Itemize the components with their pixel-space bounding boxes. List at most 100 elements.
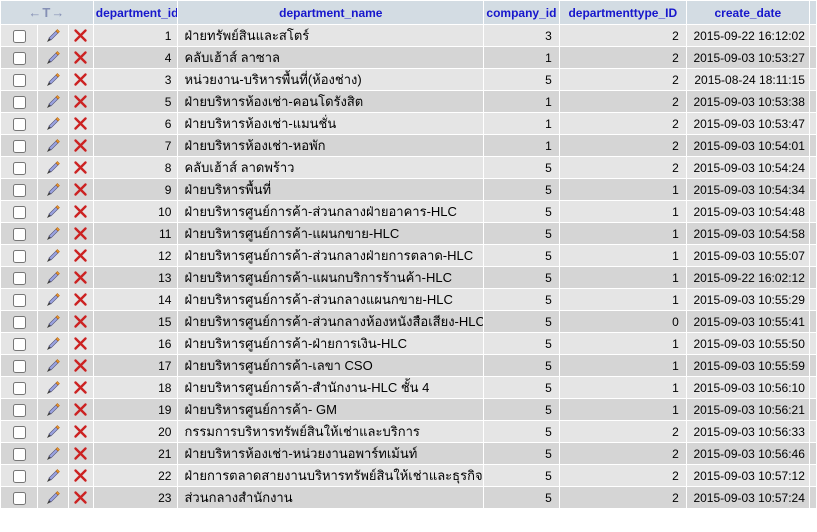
pencil-icon[interactable] bbox=[45, 292, 61, 308]
red-x-icon[interactable] bbox=[73, 204, 89, 220]
edit-cell bbox=[38, 443, 68, 464]
department-id-cell: 18 bbox=[93, 377, 178, 398]
pencil-icon[interactable] bbox=[45, 28, 61, 44]
pencil-icon[interactable] bbox=[45, 226, 61, 242]
pencil-icon[interactable] bbox=[45, 402, 61, 418]
red-x-icon[interactable] bbox=[73, 336, 89, 352]
edit-cell bbox=[38, 223, 68, 244]
red-x-icon[interactable] bbox=[73, 468, 89, 484]
department-name-cell: ฝ่ายบริหารศูนย์การค้า-ส่วนกลางฝ่ายการตลา… bbox=[178, 245, 484, 266]
pencil-icon[interactable] bbox=[45, 358, 61, 374]
pencil-icon[interactable] bbox=[45, 336, 61, 352]
red-x-icon[interactable] bbox=[73, 402, 89, 418]
delete-cell bbox=[68, 311, 93, 332]
row-checkbox[interactable] bbox=[12, 73, 26, 87]
pencil-icon[interactable] bbox=[45, 424, 61, 440]
pencil-icon[interactable] bbox=[45, 490, 61, 506]
department-name-cell: ฝ่ายบริหารพื้นที่ bbox=[178, 179, 484, 200]
row-checkbox[interactable] bbox=[12, 271, 26, 285]
company-id-cell: 1 bbox=[484, 47, 559, 68]
column-header-departmenttype-id[interactable]: departmenttype_ID bbox=[559, 1, 686, 24]
red-x-icon[interactable] bbox=[73, 116, 89, 132]
edit-cell bbox=[38, 135, 68, 156]
pencil-icon[interactable] bbox=[45, 380, 61, 396]
row-checkbox[interactable] bbox=[12, 51, 26, 65]
column-header-create-date[interactable]: create_date bbox=[686, 1, 809, 24]
row-checkbox[interactable] bbox=[12, 249, 26, 263]
pencil-icon[interactable] bbox=[45, 50, 61, 66]
department-name-cell: ฝ่ายการตลาดสายงานบริหารทรัพย์สินให้เช่าแ… bbox=[178, 465, 484, 486]
row-checkbox[interactable] bbox=[12, 491, 26, 505]
pencil-icon[interactable] bbox=[45, 468, 61, 484]
red-x-icon[interactable] bbox=[73, 446, 89, 462]
row-checkbox[interactable] bbox=[12, 337, 26, 351]
pencil-icon[interactable] bbox=[45, 116, 61, 132]
department-id-cell: 6 bbox=[93, 113, 178, 134]
row-checkbox[interactable] bbox=[12, 139, 26, 153]
departmenttype-id-cell: 1 bbox=[559, 201, 686, 222]
red-x-icon[interactable] bbox=[73, 270, 89, 286]
column-header-company-id[interactable]: company_id bbox=[484, 1, 559, 24]
row-checkbox[interactable] bbox=[12, 359, 26, 373]
row-checkbox[interactable] bbox=[12, 183, 26, 197]
pencil-icon[interactable] bbox=[45, 270, 61, 286]
row-checkbox[interactable] bbox=[12, 95, 26, 109]
company-id-cell: 5 bbox=[484, 179, 559, 200]
department-name-cell: หน่วยงาน-บริหารพื้นที่(ห้องช่าง) bbox=[178, 69, 484, 90]
row-checkbox[interactable] bbox=[12, 117, 26, 131]
pencil-icon[interactable] bbox=[45, 204, 61, 220]
row-checkbox[interactable] bbox=[12, 315, 26, 329]
red-x-icon[interactable] bbox=[73, 94, 89, 110]
row-checkbox[interactable] bbox=[12, 293, 26, 307]
trailing-cell bbox=[809, 201, 816, 222]
pencil-icon[interactable] bbox=[45, 94, 61, 110]
pencil-icon[interactable] bbox=[45, 182, 61, 198]
column-header-department-id[interactable]: department_id bbox=[93, 1, 178, 24]
red-x-icon[interactable] bbox=[73, 292, 89, 308]
department-id-cell: 23 bbox=[93, 487, 178, 508]
edit-cell bbox=[38, 465, 68, 486]
red-x-icon[interactable] bbox=[73, 358, 89, 374]
select-cell bbox=[1, 25, 38, 46]
departmenttype-id-cell: 1 bbox=[559, 399, 686, 420]
row-checkbox[interactable] bbox=[12, 205, 26, 219]
red-x-icon[interactable] bbox=[73, 28, 89, 44]
red-x-icon[interactable] bbox=[73, 314, 89, 330]
select-cell bbox=[1, 465, 38, 486]
red-x-icon[interactable] bbox=[73, 72, 89, 88]
red-x-icon[interactable] bbox=[73, 160, 89, 176]
company-id-cell: 5 bbox=[484, 333, 559, 354]
department-id-cell: 5 bbox=[93, 91, 178, 112]
pencil-icon[interactable] bbox=[45, 248, 61, 264]
red-x-icon[interactable] bbox=[73, 138, 89, 154]
trailing-cell bbox=[809, 355, 816, 376]
pencil-icon[interactable] bbox=[45, 72, 61, 88]
trailing-cell bbox=[809, 421, 816, 442]
red-x-icon[interactable] bbox=[73, 490, 89, 506]
row-marker-navigation[interactable]: ←T→ bbox=[1, 1, 93, 24]
row-checkbox[interactable] bbox=[12, 381, 26, 395]
row-checkbox[interactable] bbox=[12, 227, 26, 241]
red-x-icon[interactable] bbox=[73, 226, 89, 242]
edit-cell bbox=[38, 311, 68, 332]
row-checkbox[interactable] bbox=[12, 447, 26, 461]
red-x-icon[interactable] bbox=[73, 424, 89, 440]
pencil-icon[interactable] bbox=[45, 138, 61, 154]
row-checkbox[interactable] bbox=[12, 425, 26, 439]
red-x-icon[interactable] bbox=[73, 380, 89, 396]
red-x-icon[interactable] bbox=[73, 182, 89, 198]
column-header-department-name[interactable]: department_name bbox=[178, 1, 484, 24]
pencil-icon[interactable] bbox=[45, 446, 61, 462]
trailing-cell bbox=[809, 267, 816, 288]
row-checkbox[interactable] bbox=[12, 161, 26, 175]
pencil-icon[interactable] bbox=[45, 160, 61, 176]
department-name-cell: ฝ่ายบริหารศูนย์การค้า- GM bbox=[178, 399, 484, 420]
department-id-cell: 17 bbox=[93, 355, 178, 376]
red-x-icon[interactable] bbox=[73, 248, 89, 264]
row-checkbox[interactable] bbox=[12, 29, 26, 43]
row-checkbox[interactable] bbox=[12, 469, 26, 483]
select-cell bbox=[1, 245, 38, 266]
red-x-icon[interactable] bbox=[73, 50, 89, 66]
row-checkbox[interactable] bbox=[12, 403, 26, 417]
pencil-icon[interactable] bbox=[45, 314, 61, 330]
